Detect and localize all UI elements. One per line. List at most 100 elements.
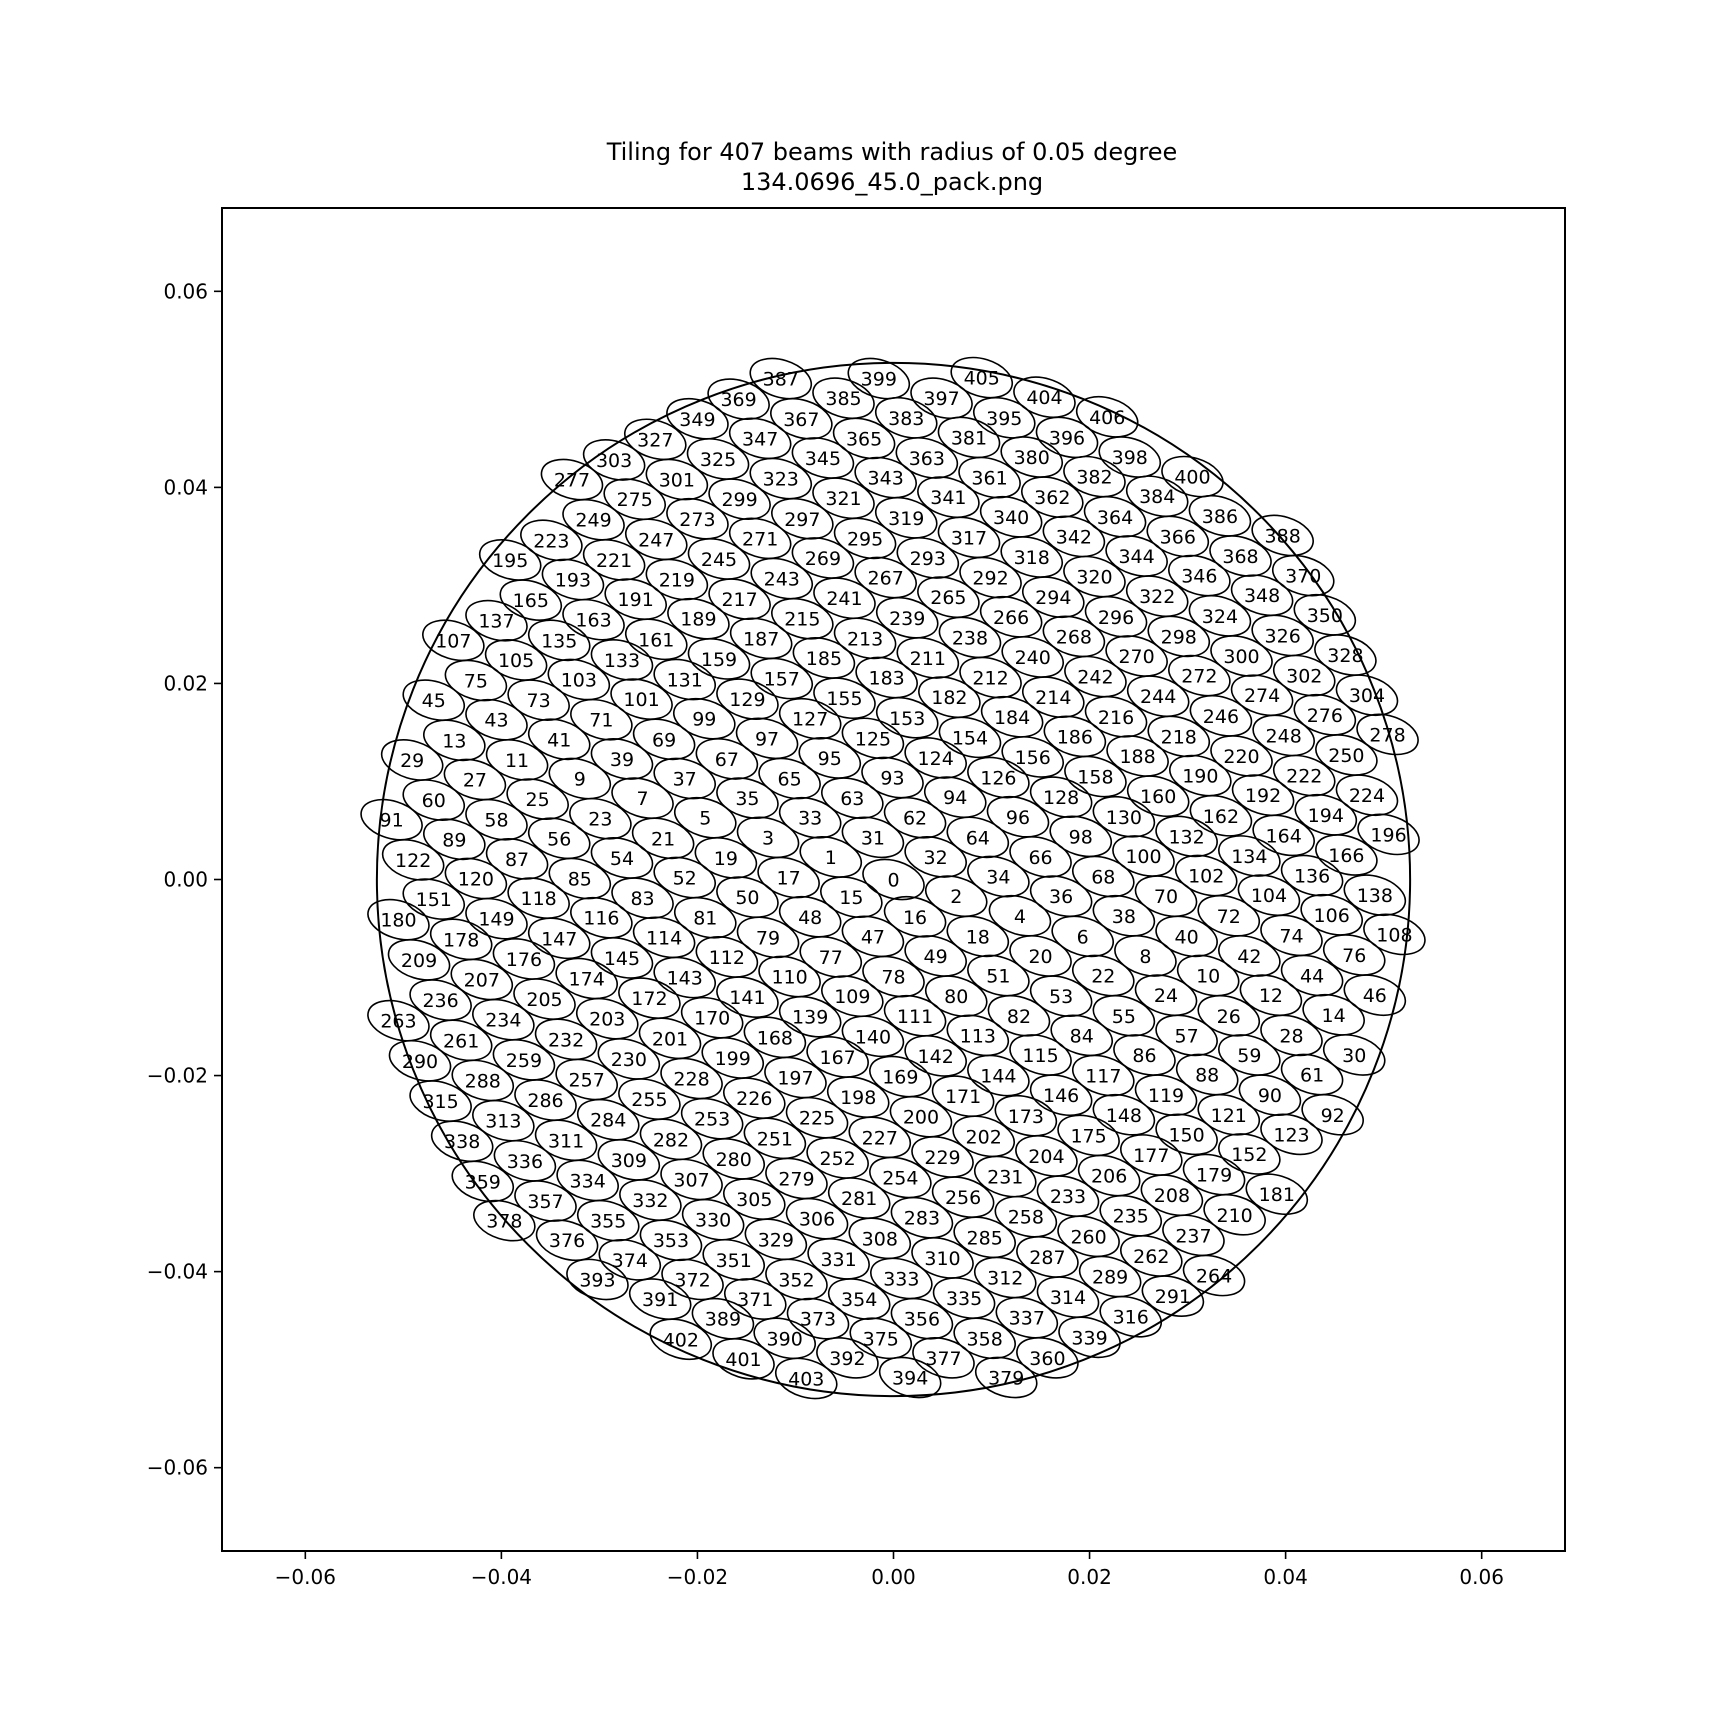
beam-ellipse <box>1063 455 1126 498</box>
beam-label: 255 <box>631 1089 667 1111</box>
beam-ellipse <box>1238 1074 1302 1116</box>
beam-label: 278 <box>1369 724 1405 746</box>
beam-ellipse <box>628 1278 692 1320</box>
beam-ellipse <box>660 1057 723 1100</box>
beam-ellipse <box>1125 575 1189 618</box>
beam-ellipse <box>974 1356 1038 1399</box>
beam-label: 193 <box>555 570 591 592</box>
beam-ellipse <box>765 1258 828 1301</box>
beam-ellipse <box>555 1058 618 1101</box>
beam-ellipse <box>1114 935 1177 977</box>
beam-label: 223 <box>533 530 569 552</box>
beam-27: 27 <box>443 758 507 801</box>
beam-label: 404 <box>1026 387 1062 409</box>
beam-ellipse <box>1146 515 1210 558</box>
beam-label: 2 <box>950 886 962 908</box>
beam-ellipse <box>444 659 508 702</box>
beam-245: 245 <box>687 538 751 580</box>
beam-ellipse <box>848 1217 912 1260</box>
beam-ellipse <box>1147 615 1211 658</box>
beam-55: 55 <box>1092 994 1156 1037</box>
beam-label: 397 <box>923 388 959 410</box>
beam-93: 93 <box>861 756 924 799</box>
beam-219: 219 <box>645 558 709 601</box>
beam-label: 381 <box>951 427 987 449</box>
beam-ellipse <box>1075 395 1139 438</box>
beam-label: 172 <box>631 988 667 1010</box>
beam-155: 155 <box>813 677 876 719</box>
beam-ellipse <box>1015 1135 1078 1177</box>
beam-label: 108 <box>1376 924 1412 946</box>
beam-24: 24 <box>1134 974 1198 1017</box>
beam-220: 220 <box>1210 735 1273 777</box>
beam-ellipse <box>1335 774 1399 817</box>
beam-label: 233 <box>1050 1186 1086 1208</box>
beam-label: 206 <box>1091 1166 1127 1188</box>
beam-191: 191 <box>604 578 667 620</box>
beam-83: 83 <box>611 877 674 919</box>
beam-261: 261 <box>429 1019 493 1062</box>
beam-label: 396 <box>1049 427 1085 449</box>
beam-336: 336 <box>493 1140 557 1182</box>
y-tick-label: 0.00 <box>163 868 208 892</box>
beam-label: 28 <box>1279 1025 1303 1047</box>
beam-label: 66 <box>1028 847 1052 869</box>
beam-label: 46 <box>1363 985 1387 1007</box>
beam-159: 159 <box>687 638 751 680</box>
beam-368: 368 <box>1209 535 1272 577</box>
beam-ellipse <box>870 1257 933 1300</box>
beam-label: 94 <box>943 787 967 809</box>
beam-173: 173 <box>994 1094 1058 1137</box>
beam-ellipse <box>841 717 905 760</box>
beam-292: 292 <box>959 556 1022 599</box>
beam-269: 269 <box>791 537 855 579</box>
beam-383: 383 <box>874 396 938 439</box>
beam-221: 221 <box>582 539 646 581</box>
beam-352: 352 <box>765 1258 828 1301</box>
beam-label: 339 <box>1071 1327 1107 1349</box>
beam-label: 136 <box>1294 866 1330 888</box>
beam-label: 261 <box>443 1030 479 1052</box>
beam-label: 260 <box>1070 1226 1106 1248</box>
beam-314: 314 <box>1036 1276 1100 1318</box>
beam-label: 60 <box>422 790 446 812</box>
beam-ellipse <box>1357 813 1420 856</box>
beam-label: 251 <box>757 1128 793 1150</box>
beam-label: 67 <box>715 749 739 771</box>
beam-label: 265 <box>930 587 966 609</box>
beam-201: 201 <box>638 1017 702 1060</box>
beam-17: 17 <box>757 856 820 899</box>
beam-206: 206 <box>1077 1154 1141 1197</box>
beam-ellipse <box>1260 914 1323 957</box>
beam-127: 127 <box>778 697 842 740</box>
beam-12: 12 <box>1239 974 1303 1017</box>
beam-398: 398 <box>1098 436 1162 478</box>
beam-label: 61 <box>1300 1065 1324 1087</box>
beam-ellipse <box>791 537 855 579</box>
beam-ellipse <box>485 739 549 781</box>
beam-ellipse <box>423 719 486 762</box>
beam-label: 360 <box>1029 1348 1065 1370</box>
beam-label: 161 <box>638 629 674 651</box>
x-tick-label: 0.02 <box>1067 1565 1112 1589</box>
beam-ellipse <box>938 616 1002 659</box>
beam-ellipse <box>666 397 729 440</box>
beam-label: 222 <box>1286 766 1322 788</box>
beam-ellipse <box>1134 1074 1198 1116</box>
beam-9: 9 <box>548 757 612 800</box>
beam-277: 277 <box>540 458 604 501</box>
beam-133: 133 <box>590 639 654 681</box>
beam-54: 54 <box>590 837 654 879</box>
beam-291: 291 <box>1141 1275 1205 1317</box>
beam-ellipse <box>862 858 925 901</box>
beam-198: 198 <box>826 1076 890 1118</box>
beam-ellipse <box>1134 875 1198 917</box>
beam-label: 337 <box>1009 1308 1045 1330</box>
beam-ellipse <box>1197 994 1261 1037</box>
beam-ellipse <box>575 997 639 1040</box>
beam-124: 124 <box>904 737 967 779</box>
beam-ellipse <box>967 855 1030 898</box>
beam-label: 230 <box>611 1049 647 1071</box>
beam-label: 317 <box>951 527 987 549</box>
